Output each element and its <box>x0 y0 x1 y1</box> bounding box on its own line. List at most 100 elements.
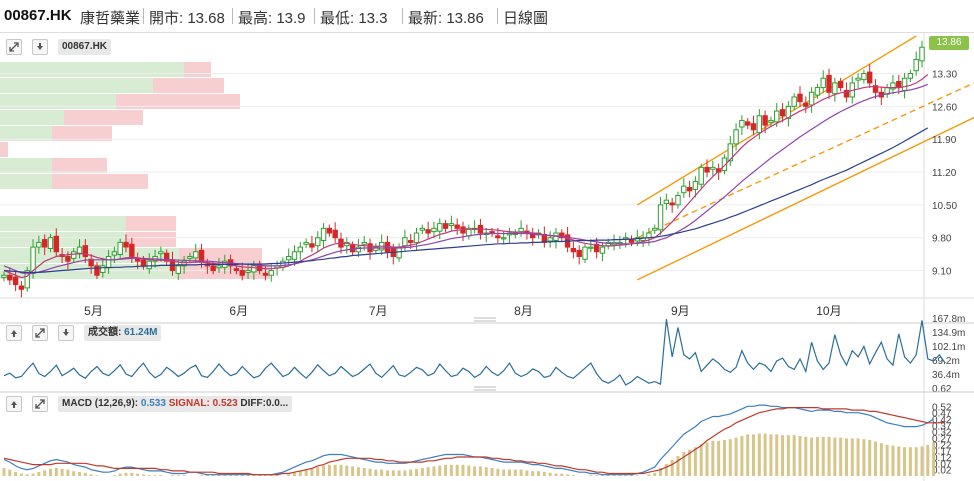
candle-body <box>559 232 565 239</box>
candle-body <box>373 246 379 251</box>
price-panel-tag: 00867.HK <box>58 39 112 55</box>
price-y-axis: 13.30 12.60 11.90 11.20 10.50 9.80 9.10 <box>932 70 957 278</box>
month-tick-label: 8月 <box>514 304 533 318</box>
volume-panel-chart: 167.8m 134.9m 102.1m 69.2m 36.4m 0.62 <box>0 314 974 395</box>
candle-body <box>437 223 443 232</box>
macd-histogram-bar <box>159 475 163 476</box>
macd-histogram-bar <box>322 465 326 476</box>
candle-body <box>576 249 582 257</box>
macd-histogram-bar <box>752 434 756 476</box>
volume-profile-up-bar <box>0 78 153 93</box>
price-tick-label: 9.80 <box>932 234 952 245</box>
volume-profile-down-bar <box>184 62 211 77</box>
candle-body <box>332 229 338 239</box>
macd-histogram-bar <box>728 439 732 476</box>
macd-histogram-bar <box>455 464 459 476</box>
candle-body <box>315 237 321 247</box>
macd-histogram-bar <box>717 440 721 476</box>
macd-histogram-bar <box>8 469 12 476</box>
expand-icon[interactable] <box>32 325 48 341</box>
macd-histogram-bar <box>891 445 895 476</box>
volume-profile-up-bar <box>0 62 184 77</box>
ma-mid-line <box>3 83 929 275</box>
candle-body <box>442 223 449 229</box>
macd-histogram-bar <box>380 469 384 476</box>
arrow-down-icon[interactable] <box>58 325 74 341</box>
candle-body <box>872 85 879 93</box>
candle-body <box>588 246 594 249</box>
macd-histogram-bar <box>426 467 430 476</box>
divider <box>497 8 498 24</box>
quote-header: 00867.HK 康哲藥業 開市: 13.68 最高: 13.9 最低: 13.… <box>0 0 974 33</box>
macd-line <box>3 404 934 476</box>
candle-body <box>721 157 728 172</box>
candle-body <box>686 187 693 192</box>
macd-histogram-bar <box>31 473 35 476</box>
candle-body <box>431 227 437 233</box>
candle-body <box>129 243 135 257</box>
candle-body <box>826 74 832 93</box>
candle-body <box>71 251 77 259</box>
macd-tick-label: 0.12 <box>932 453 952 464</box>
candle-body <box>768 119 774 123</box>
macd-histogram-bar <box>746 434 750 476</box>
macd-histogram-bar <box>385 470 389 476</box>
macd-histogram-bar <box>786 435 790 476</box>
macd-histogram-bar <box>908 447 912 476</box>
macd-histogram-bar <box>815 436 819 476</box>
candle-body <box>123 241 129 248</box>
macd-histogram-bar <box>327 464 331 476</box>
candle-body <box>762 115 768 126</box>
candle-body <box>675 194 681 206</box>
volume-profile-up-bar <box>0 110 64 125</box>
arrow-down-icon[interactable] <box>32 39 48 55</box>
macd-histogram-bar <box>170 475 174 476</box>
macd-histogram-bar <box>112 475 116 476</box>
macd-label: MACD (12,26,9): <box>62 398 141 409</box>
candle-body <box>785 105 792 120</box>
volume-tick-label: 0.62 <box>932 384 952 395</box>
macd-histogram-bar <box>571 475 575 476</box>
macd-histogram-bar <box>275 475 279 476</box>
macd-histogram-bar <box>48 468 52 476</box>
volume-profile-down-bar <box>52 174 148 189</box>
candle-body <box>599 246 606 254</box>
expand-icon[interactable] <box>32 396 48 412</box>
candle-body <box>919 46 925 62</box>
candle-body <box>547 237 553 242</box>
macd-histogram-bar <box>775 434 779 476</box>
candle-body <box>181 260 187 267</box>
candle-body <box>843 89 850 98</box>
macd-histogram-bar <box>798 436 802 476</box>
macd-histogram-bar <box>827 436 831 476</box>
macd-tick-label: 0.42 <box>932 415 952 426</box>
candle-body <box>82 245 89 257</box>
signal-line <box>3 407 946 476</box>
candle-body <box>710 166 716 170</box>
candle-body <box>663 199 670 204</box>
macd-tick-label: 0.17 <box>932 447 952 458</box>
volume-profile-up-bar <box>0 232 126 247</box>
macd-histogram-bar <box>711 440 715 476</box>
macd-histogram-bar <box>66 469 70 476</box>
candle-body <box>657 204 664 231</box>
candle-body <box>18 285 25 290</box>
arrow-up-icon[interactable] <box>6 325 22 341</box>
arrow-up-icon[interactable] <box>6 396 22 412</box>
volume-tick-label: 167.8m <box>932 314 965 325</box>
macd-histogram-bar <box>537 471 541 476</box>
candle-body <box>309 243 315 248</box>
macd-histogram-bar <box>141 474 145 476</box>
macd-histogram-bar <box>920 446 924 476</box>
candle-body <box>901 77 908 91</box>
macd-histogram-bar <box>130 472 134 476</box>
candle-body <box>408 240 414 243</box>
volume-profile-up-bar <box>0 216 126 231</box>
macd-histogram-bar <box>136 473 140 476</box>
macd-histogram-bar <box>147 475 151 476</box>
macd-histogram-bar <box>879 443 883 476</box>
expand-icon[interactable] <box>6 39 22 55</box>
macd-histogram-bar <box>519 469 523 476</box>
macd-histogram-bar <box>839 437 843 476</box>
macd-tick-label: 0.27 <box>932 434 952 445</box>
